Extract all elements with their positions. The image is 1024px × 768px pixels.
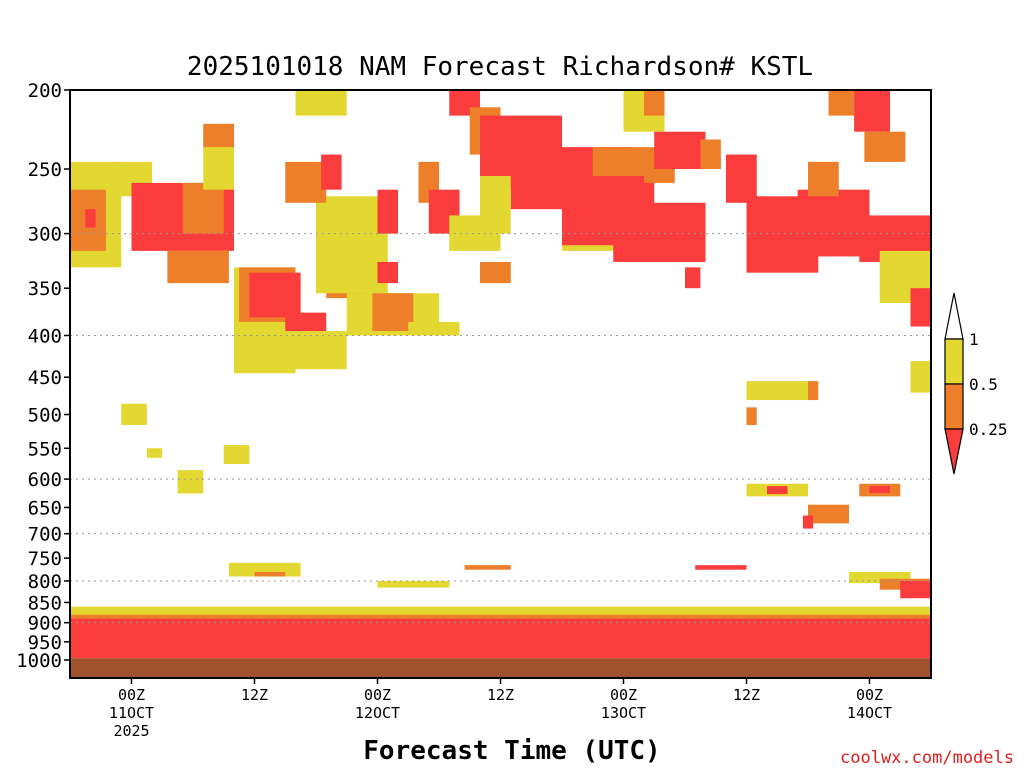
gridlines: [70, 233, 931, 624]
y-tick-label-650: 650: [28, 497, 62, 519]
heatmap-region-36: [613, 202, 706, 262]
credit-text: coolwx.com/models: [840, 748, 1014, 768]
y-tick-label-800: 800: [28, 571, 62, 593]
heatmap-region-54: [910, 361, 931, 393]
heatmap-region-9: [203, 123, 234, 148]
heatmap-region-59: [223, 445, 250, 465]
y-tick-label-300: 300: [28, 224, 62, 246]
heatmap-cells: [70, 90, 931, 659]
heatmap-region-73: [849, 572, 911, 584]
heatmap-region-72: [695, 565, 747, 570]
chart-title: 2025101018 NAM Forecast Richardson# KSTL: [187, 52, 813, 82]
heatmap-region-58: [121, 403, 147, 425]
heatmap-region-50: [864, 131, 906, 162]
heatmap-region-70: [377, 580, 450, 588]
x-tick-label-3-1: 00Z: [364, 686, 391, 704]
heatmap-region-48: [828, 90, 855, 116]
heatmap-region-49: [854, 90, 890, 132]
y-tick-label-400: 400: [28, 325, 62, 347]
x-tick-label-2-1: 12Z: [241, 686, 268, 704]
legend-swatch-mid-high: [944, 338, 964, 385]
legend-level-label-3: 0.25: [969, 420, 1008, 439]
y-tick-label-350: 350: [28, 278, 62, 300]
y-tick-label-600: 600: [28, 469, 62, 491]
heatmap-region-46: [797, 189, 870, 257]
heatmap-region-43: [700, 139, 721, 170]
y-tick-label-200: 200: [28, 80, 62, 102]
heatmap-region-71: [464, 565, 511, 570]
y-tick-label-450: 450: [28, 367, 62, 389]
heatmap-region-53: [910, 288, 931, 327]
heatmap-region-23: [321, 154, 342, 190]
legend-level-label-1: 1: [969, 330, 979, 349]
y-tick-label-700: 700: [28, 524, 62, 546]
y-tick-label-850: 850: [28, 592, 62, 614]
x-tick-label-6-1: 12Z: [733, 686, 760, 704]
heatmap-region-16: [316, 196, 388, 294]
legend-swatch-top: [944, 292, 964, 340]
x-tick-label-1-3: 2025: [113, 722, 149, 740]
heatmap-region-47: [808, 161, 839, 197]
legend-swatch-bottom: [944, 428, 964, 475]
y-tick-label-550: 550: [28, 438, 62, 460]
heatmap-region-61: [146, 448, 163, 458]
heatmap-region-33: [480, 261, 511, 284]
heatmap-region-24: [377, 189, 398, 234]
heatmap-region-19: [377, 261, 398, 284]
heatmap-region-22: [285, 161, 327, 203]
heatmap-region-57: [746, 407, 757, 425]
heatmap-region-63: [767, 486, 788, 495]
heatmap-region-41: [654, 131, 706, 170]
x-axis-label: Forecast Time (UTC): [363, 736, 660, 766]
x-tick-label-1-2: 11OCT: [109, 704, 154, 722]
heatmap-region-21: [295, 90, 347, 116]
surface-band: [70, 658, 931, 678]
heatmap-region-42: [685, 267, 701, 289]
heatmap-region-44: [726, 154, 757, 203]
heatmap-region-32: [480, 176, 511, 234]
heatmap-region-40: [644, 90, 665, 116]
heatmap-region-56: [808, 381, 819, 401]
heatmap-region-37: [592, 147, 644, 177]
x-tick-label-5-2: 13OCT: [601, 704, 646, 722]
heatmap-region-55: [746, 381, 808, 401]
plot-area: [69, 89, 932, 679]
legend: 1 0.5 0.25: [944, 292, 1008, 475]
heatmap-region-12: [249, 272, 301, 318]
y-tick-label-500: 500: [28, 405, 62, 427]
heatmap-region-60: [177, 470, 204, 494]
y-tick-label-950: 950: [28, 632, 62, 654]
heatmap-region-69: [254, 572, 286, 577]
y-axis: 200 250 300 350 400 450 500 550 600 650 7007508008…: [16, 80, 70, 672]
x-tick-label-1-1: 00Z: [118, 686, 145, 704]
heatmap-region-66: [808, 504, 849, 524]
legend-swatch-mid-low: [944, 383, 964, 430]
heatmap-region-14: [264, 331, 347, 370]
y-tick-label-1000: 1000: [16, 650, 62, 672]
heatmap-region-18: [372, 293, 414, 332]
y-tick-label-900: 900: [28, 613, 62, 635]
legend-level-label-2: 0.5: [969, 375, 998, 394]
heatmap-region-6: [167, 250, 229, 284]
heatmap-region-67: [802, 515, 814, 529]
x-tick-label-7-1: 00Z: [856, 686, 883, 704]
x-tick-label-5-1: 00Z: [610, 686, 637, 704]
heatmap-region-13: [285, 312, 327, 336]
y-tick-label-250: 250: [28, 159, 62, 181]
heatmap-region-65: [869, 486, 890, 493]
x-tick-label-3-2: 12OCT: [355, 704, 400, 722]
heatmap-region-20: [408, 321, 460, 336]
x-tick-label-7-2: 14OCT: [847, 704, 892, 722]
y-tick-label-750: 750: [28, 548, 62, 570]
heatmap-region-75: [900, 580, 931, 599]
heatmap-region-3: [85, 209, 96, 228]
surface-band-layer: [70, 658, 931, 678]
x-tick-label-4-1: 12Z: [487, 686, 514, 704]
heatmap-region-7: [182, 182, 224, 234]
heatmap-region-78: [70, 618, 931, 659]
